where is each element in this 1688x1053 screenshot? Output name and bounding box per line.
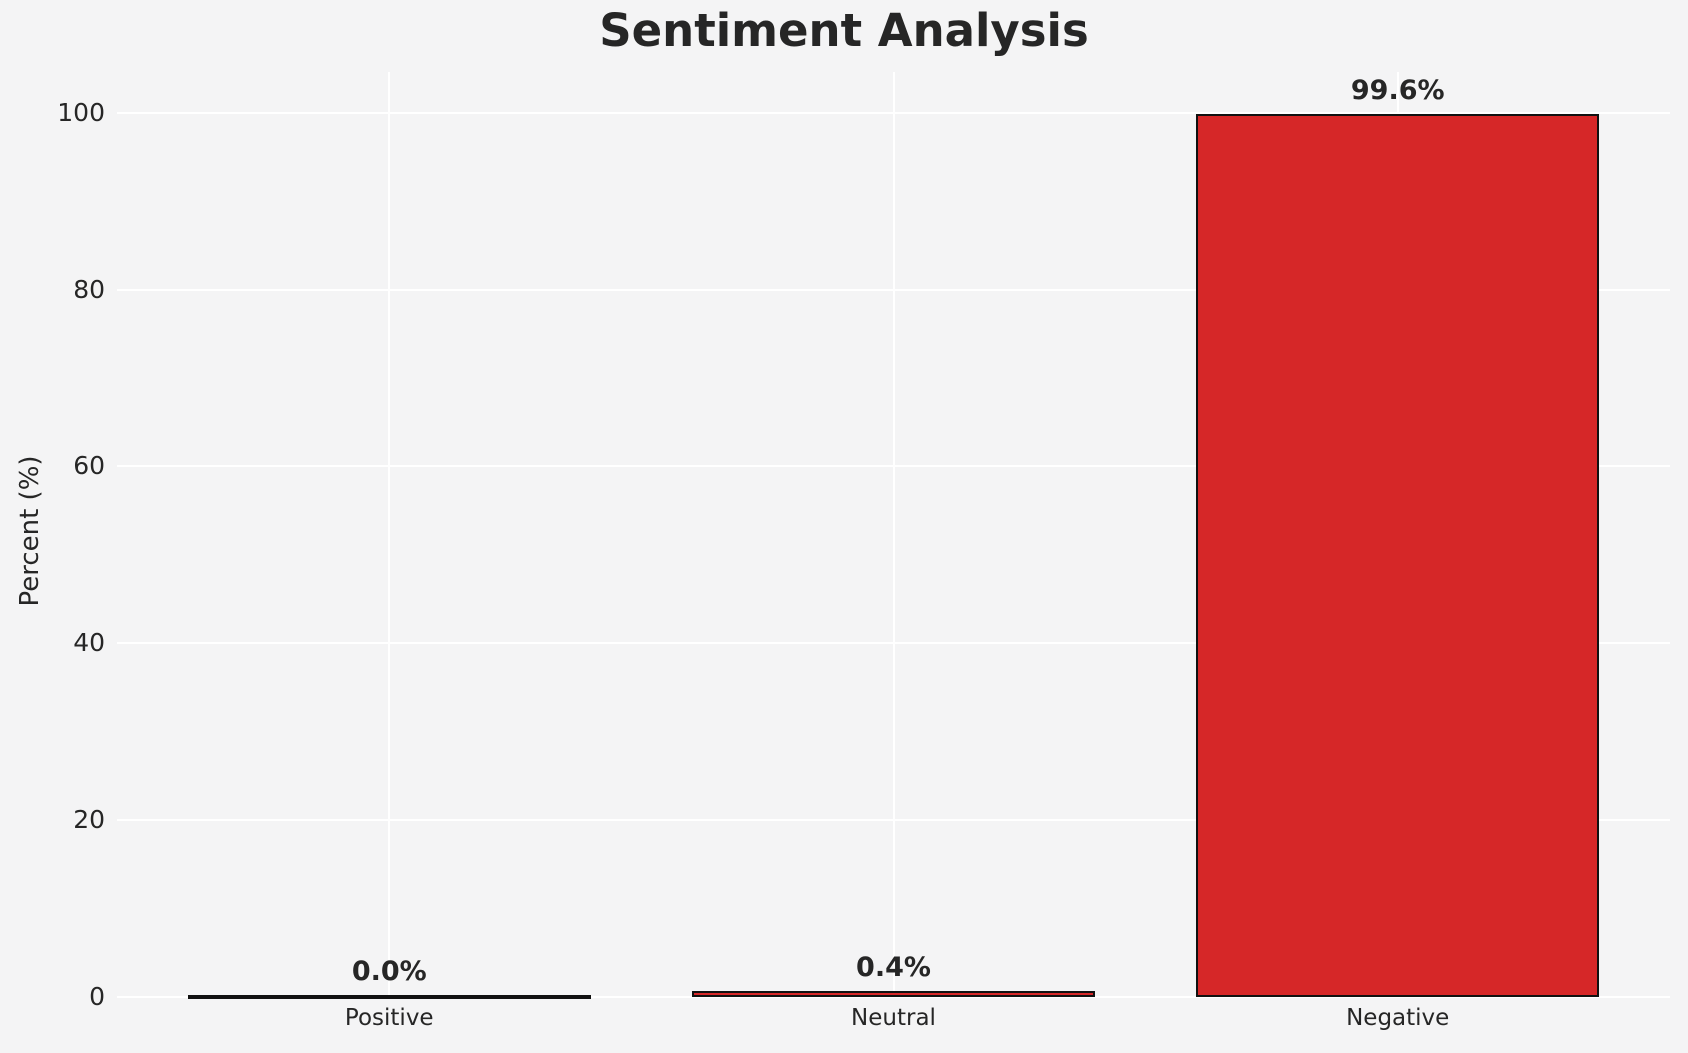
- y-tick-label-100: 100: [57, 97, 105, 127]
- y-tick-label-60: 60: [73, 451, 105, 481]
- x-tick-label-neutral: Neutral: [851, 1005, 936, 1031]
- y-tick-label-20: 20: [73, 805, 105, 835]
- x-tick-label-positive: Positive: [344, 1005, 434, 1031]
- bar-negative: [1196, 114, 1600, 997]
- y-tick-label-40: 40: [73, 628, 105, 658]
- gridline-v-positive: [388, 72, 391, 997]
- bar-positive: [187, 995, 591, 999]
- chart-title: Sentiment Analysis: [599, 4, 1089, 57]
- bar-neutral: [691, 991, 1096, 997]
- y-tick-label-0: 0: [89, 982, 105, 1011]
- bar-value-label-positive: 0.0%: [351, 956, 427, 987]
- bar-value-label-neutral: 0.4%: [856, 952, 931, 984]
- gridline-h-0: [117, 996, 1670, 998]
- bar-value-label-negative: 99.6%: [1350, 75, 1445, 107]
- gridline-v-neutral: [892, 72, 895, 997]
- x-tick-label-negative: Negative: [1346, 1005, 1450, 1031]
- y-tick-label-80: 80: [73, 274, 105, 304]
